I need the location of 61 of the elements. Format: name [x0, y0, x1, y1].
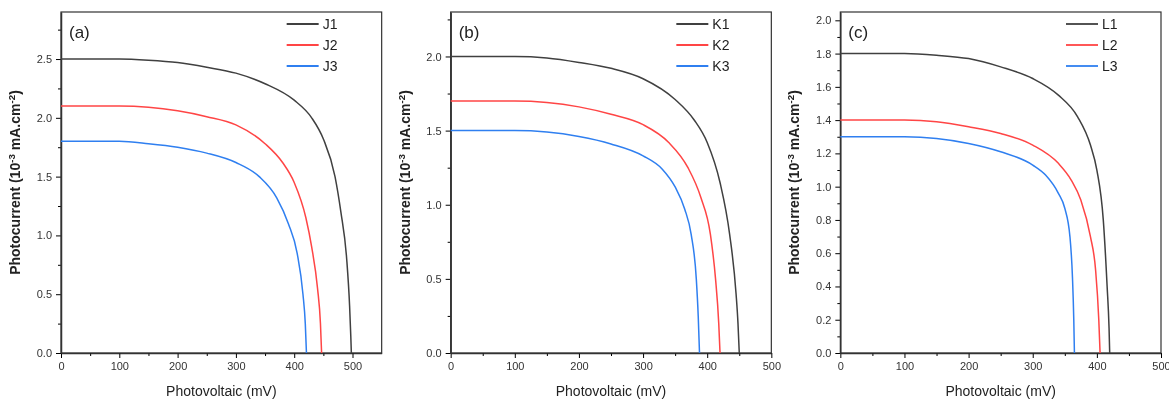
line-series	[449, 55, 741, 354]
annotation: (b)	[458, 23, 480, 42]
y-tick-label: 2.0	[816, 14, 832, 27]
y-tick-label: 1.4	[816, 114, 832, 127]
y-tick-label: 1.6	[816, 80, 832, 93]
y-tick-label: 0.5	[36, 288, 52, 301]
y-tick-label: 0.6	[816, 247, 832, 260]
y-tick-label: 2.0	[36, 111, 52, 124]
line-series	[60, 140, 308, 354]
x-tick-label: 0	[58, 359, 65, 372]
x-tick-label: 500	[343, 359, 363, 372]
x-tick-label: 500	[762, 359, 782, 372]
x-axis-title: Photovoltaic (mV)	[945, 383, 1056, 399]
legend-label: L2	[1102, 37, 1118, 53]
y-tick-label: 1.0	[816, 180, 832, 193]
line-series	[839, 136, 1076, 354]
legend-label: K1	[712, 16, 730, 32]
y-tick-label: 0.4	[816, 280, 832, 293]
y-tick-label: 1.5	[36, 170, 52, 183]
y-tick-label: 1.2	[816, 147, 832, 160]
y-tick-label: 1.5	[426, 124, 442, 137]
y-tick-label: 1.8	[816, 47, 832, 60]
x-tick-label: 300	[634, 359, 653, 372]
line-series	[60, 58, 353, 354]
legend-label: J3	[322, 58, 338, 74]
x-tick-label: 300	[1024, 359, 1043, 372]
y-tick-label: 1.0	[36, 229, 52, 242]
legend-label: K2	[712, 37, 730, 53]
line-series	[449, 100, 721, 354]
legend-label: J1	[322, 16, 338, 32]
x-tick-label: 400	[285, 359, 304, 372]
legend-label: J2	[322, 37, 338, 53]
line-series	[449, 129, 701, 354]
x-tick-label: 200	[168, 359, 188, 372]
annotation: (a)	[69, 23, 90, 42]
annotation: (c)	[848, 23, 869, 42]
y-tick-label: 0.0	[426, 347, 442, 360]
x-tick-label: 100	[895, 359, 915, 372]
y-tick-label: 2.0	[426, 50, 442, 63]
x-axis-title: Photovoltaic (mV)	[555, 383, 667, 399]
x-tick-label: 300	[227, 359, 246, 372]
x-tick-label: 200	[959, 359, 979, 372]
x-tick-label: 100	[110, 359, 129, 372]
y-tick-label: 0.2	[816, 313, 832, 326]
legend-label: L3	[1102, 58, 1118, 74]
legend-label: L1	[1102, 16, 1118, 32]
x-tick-label: 100	[506, 359, 525, 372]
x-tick-label: 0	[837, 359, 844, 372]
x-axis-title: Photovoltaic (mV)	[166, 383, 277, 399]
y-tick-label: 0.8	[816, 213, 832, 226]
x-tick-label: 400	[698, 359, 717, 372]
x-tick-label: 0	[448, 359, 455, 372]
line-series	[839, 119, 1101, 354]
y-tick-label: 0.0	[816, 347, 832, 360]
x-tick-label: 200	[570, 359, 589, 372]
legend-label: K3	[712, 58, 730, 74]
y-tick-label: 0.5	[426, 272, 442, 285]
y-tick-label: 1.0	[426, 198, 442, 211]
x-tick-label: 400	[1088, 359, 1107, 372]
line-series	[60, 105, 323, 354]
y-tick-label: 2.5	[36, 53, 52, 66]
